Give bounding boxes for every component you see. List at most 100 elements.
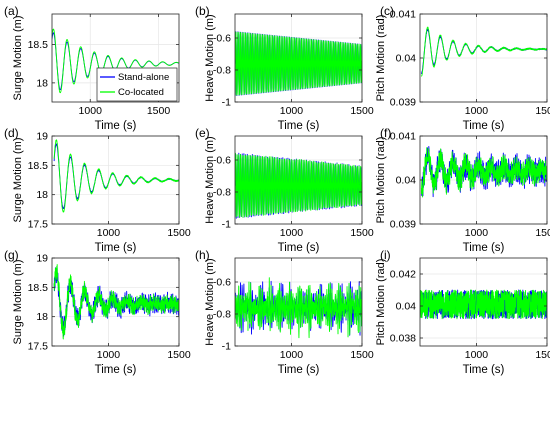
x-axis-label: Time (s) (95, 120, 137, 132)
x-tick-label: 1500 (147, 105, 171, 117)
x-tick-label: 1000 (465, 105, 489, 117)
y-tick-label: 0.038 (390, 333, 416, 345)
axes-box (51, 13, 180, 103)
y-tick-label: 17.5 (28, 219, 49, 231)
x-tick-label: 1500 (350, 349, 374, 361)
y-tick-label: 19 (36, 131, 48, 143)
y-tick-label: -0.6 (213, 155, 231, 167)
panel-b: 1000 1500 -1 -0.8 -0.6 Time (s) Heave Motion (… (195, 4, 374, 132)
series-line-colocated (235, 31, 362, 96)
legend-box (96, 67, 178, 102)
x-axis-label: Time (s) (278, 242, 320, 254)
y-tick-label: 18.5 (28, 282, 49, 294)
axes-box (234, 257, 363, 347)
y-axis-label: Heave Motion (m) (204, 136, 216, 223)
y-tick-label: 18 (36, 77, 48, 89)
x-tick-label: 1000 (97, 227, 121, 239)
y-tick-label: 0.04 (396, 53, 417, 65)
series-line-colocated (235, 277, 362, 339)
x-tick-label: 1500 (535, 227, 550, 239)
y-axis-label: Surge Motion (m) (12, 260, 24, 345)
y-tick-label: -1 (222, 219, 231, 231)
x-axis-label: Time (s) (95, 364, 137, 376)
panel-label: (b) (195, 4, 210, 18)
series-line-colocated (420, 289, 547, 320)
x-axis-label: Time (s) (278, 120, 320, 132)
y-tick-label: 18 (36, 189, 48, 201)
x-axis-label: Time (s) (463, 120, 505, 132)
panel-label: (i) (380, 248, 391, 262)
x-tick-label: 1000 (465, 227, 489, 239)
panel-a: 1000 1500 18 18.5 Time (s) Surge Motion (m)(a… (4, 4, 180, 132)
legend-label-colocated: Co-located (118, 87, 164, 98)
legend: Stand-alone Co-located (96, 67, 178, 102)
x-tick-label: 1000 (465, 349, 489, 361)
y-tick-label: -0.6 (213, 277, 231, 289)
y-tick-label: 0.039 (390, 97, 416, 109)
panel-label: (f) (380, 126, 391, 140)
y-tick-label: -0.8 (213, 309, 231, 321)
series-line-colocated (420, 147, 547, 198)
y-axis-label: Surge Motion (m) (12, 16, 24, 101)
panel-label: (g) (4, 248, 19, 262)
panel-c: 1000 1500 0.039 0.04 0.041 Time (s) Pitch Moti… (375, 4, 550, 132)
y-tick-label: 0.039 (390, 219, 416, 231)
y-tick-label: -0.8 (213, 65, 231, 77)
x-axis-label: Time (s) (95, 242, 137, 254)
y-tick-label: 18.5 (28, 160, 49, 172)
panel-i: 1000 1500 0.038 0.04 0.042 Time (s) Pitch Moti… (375, 248, 550, 376)
legend-label-standalone: Stand-alone (118, 72, 169, 83)
y-tick-label: 0.041 (390, 9, 416, 21)
x-tick-label: 1000 (280, 105, 304, 117)
x-tick-label: 1000 (79, 105, 103, 117)
panel-g: 1000 1500 17.5 18 18.5 19 Time (s) Surge Motion… (4, 248, 191, 376)
axes-box (234, 13, 363, 103)
y-tick-label: -1 (222, 97, 231, 109)
y-tick-label: -1 (222, 341, 231, 353)
series-line-colocated (235, 152, 362, 218)
x-tick-label: 1000 (280, 349, 304, 361)
panel-label: (a) (4, 4, 19, 18)
y-tick-label: 0.041 (390, 131, 416, 143)
x-axis-label: Time (s) (463, 364, 505, 376)
x-tick-label: 1500 (535, 105, 550, 117)
x-tick-label: 1500 (167, 227, 191, 239)
x-tick-label: 1000 (97, 349, 121, 361)
y-axis-label: Heave Motion (m) (204, 14, 216, 101)
x-axis-label: Time (s) (463, 242, 505, 254)
panel-label: (d) (4, 126, 19, 140)
panel-d: 1000 1500 17.5 18 18.5 19 Time (s) Surge Motion… (4, 126, 191, 254)
y-tick-label: 17.5 (28, 341, 49, 353)
y-tick-label: 0.042 (390, 269, 416, 281)
y-tick-label: -0.6 (213, 33, 231, 45)
panel-label: (e) (195, 126, 210, 140)
y-axis-label: Surge Motion (m) (12, 138, 24, 223)
panel-label: (c) (380, 4, 394, 18)
y-tick-label: 0.04 (396, 175, 417, 187)
y-tick-label: 18.5 (28, 39, 49, 51)
x-tick-label: 1500 (167, 349, 191, 361)
series-line-colocated (53, 139, 179, 213)
y-axis-label: Pitch Motion (rad) (375, 137, 387, 224)
x-tick-label: 1500 (350, 227, 374, 239)
series-line-standalone (53, 143, 179, 210)
y-axis-label: Pitch Motion (rad) (375, 259, 387, 346)
panel-label: (h) (195, 248, 210, 262)
series-line-colocated (53, 264, 179, 340)
x-tick-label: 1500 (535, 349, 550, 361)
axes-box (51, 135, 180, 225)
axes-box (419, 257, 548, 347)
y-tick-label: 19 (36, 253, 48, 265)
y-tick-label: 18 (36, 311, 48, 323)
x-tick-label: 1000 (280, 227, 304, 239)
y-tick-label: -0.8 (213, 187, 231, 199)
axes-box (51, 257, 180, 347)
x-tick-label: 1500 (350, 105, 374, 117)
series-line-colocated (420, 26, 547, 77)
axes-box (234, 135, 363, 225)
panel-e: 1000 1500 -1 -0.8 -0.6 Time (s) Heave Motion (… (195, 126, 374, 254)
panel-h: 1000 1500 -1 -0.8 -0.6 Time (s) Heave Motion (… (195, 248, 374, 376)
y-axis-label: Pitch Motion (rad) (375, 15, 387, 102)
panel-f: 1000 1500 0.039 0.04 0.041 Time (s) Pitch Moti… (375, 126, 550, 254)
